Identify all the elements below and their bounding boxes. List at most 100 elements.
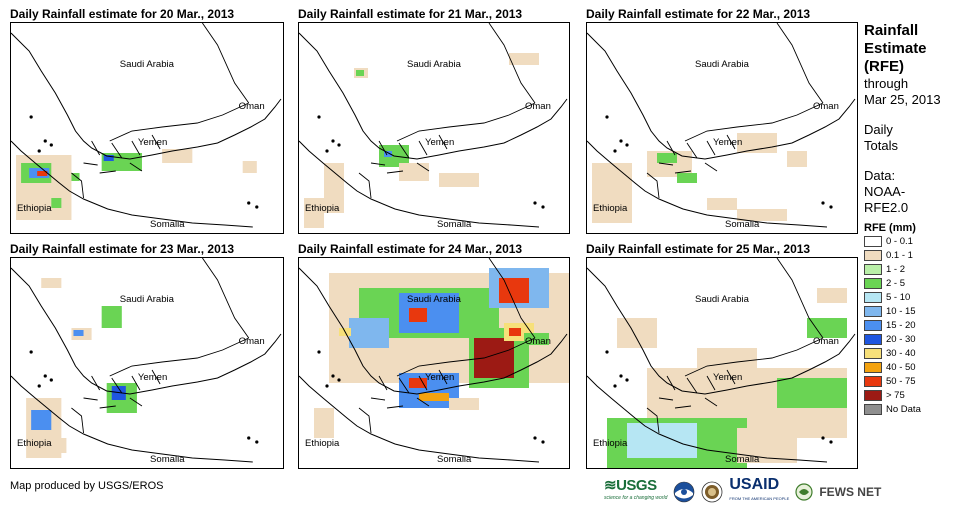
island-marker [43,374,47,378]
country-border [109,337,249,377]
rainfall-area [737,428,797,463]
island-marker [255,205,259,209]
rainfall-area [737,209,787,221]
country-border [83,134,161,174]
legend-label: 2 - 5 [886,277,906,289]
rainfall-area [509,328,521,336]
rainfall-area [399,163,429,181]
country-border [488,23,536,104]
island-marker [541,440,545,444]
rainfall-area [707,198,737,210]
rainfall-area [349,318,389,348]
legend-swatch [864,347,882,359]
island-marker [619,139,623,143]
legend-label: 0.1 - 1 [886,249,913,261]
place-label-saudi: Saudi Arabia [407,294,462,305]
legend-swatch [864,389,882,401]
rainfall-area [41,278,62,288]
island-marker [325,149,329,153]
legend-item: 50 - 75 [864,374,964,388]
country-border [370,369,448,409]
usaid-tagline: FROM THE AMERICAN PEOPLE [729,496,790,501]
island-marker [533,436,537,440]
place-label-yemen: Yemen [425,372,454,383]
legend-item: 40 - 50 [864,360,964,374]
place-label-oman: Oman [239,101,265,112]
doi-seal-icon [701,481,723,503]
island-marker [317,115,321,119]
place-label-ethiopia: Ethiopia [593,203,628,214]
island-marker [325,384,329,388]
island-marker [821,436,825,440]
usaid-logo: USAID FROM THE AMERICAN PEOPLE [729,476,790,506]
sidebar-title: Rainfall Estimate (RFE) [864,22,927,75]
legend-label: 5 - 10 [886,291,911,303]
legend-item: 15 - 20 [864,318,964,332]
coastline [11,140,253,228]
legend-label: > 75 [886,389,905,401]
panel-title: Daily Rainfall estimate for 20 Mar., 201… [10,7,235,21]
place-label-oman: Oman [525,101,551,112]
legend-item: No Data [864,402,964,416]
place-label-ethiopia: Ethiopia [593,438,628,449]
legend-swatch [864,361,882,373]
island-marker [247,436,251,440]
rainfall-area [31,410,52,430]
country-border [776,258,824,339]
rainfall-area [103,155,114,161]
legend: 0 - 0.1 0.1 - 1 1 - 2 2 - 5 5 - 10 10 - 15 15 … [864,234,964,416]
place-label-somalia: Somalia [437,219,472,230]
island-marker [331,139,335,143]
legend-item: 0 - 0.1 [864,234,964,248]
legend-label: 15 - 20 [886,319,916,331]
legend-swatch [864,305,882,317]
rainfall-area [592,163,632,223]
map-canvas: Saudi Arabia Oman Yemen Ethiopia Somalia [11,23,282,230]
island-marker [37,384,41,388]
rainfall-area [162,149,193,163]
country-border [646,407,660,434]
rainfall-area [677,173,697,183]
island-marker [337,143,341,147]
country-border [646,172,660,199]
place-label-ethiopia: Ethiopia [305,203,340,214]
island-marker [49,143,53,147]
legend-item: 20 - 30 [864,332,964,346]
place-label-somalia: Somalia [725,219,760,230]
legend-item: 1 - 2 [864,262,964,276]
panel-title: Daily Rainfall estimate for 22 Mar., 201… [586,7,811,21]
legend-swatch [864,235,882,247]
legend-sidebar: Rainfall Estimate (RFE) through Mar 25, … [864,22,964,416]
island-marker [29,350,33,354]
island-marker [37,149,41,153]
island-marker [49,378,53,382]
place-label-saudi: Saudi Arabia [695,294,750,305]
island-marker [821,201,825,205]
legend-swatch [864,249,882,261]
rainfall-area [524,333,549,345]
legend-label: 1 - 2 [886,263,906,275]
island-marker [255,440,259,444]
rainfall-area [439,173,479,187]
usaid-logo-text: USAID [729,476,780,493]
rainfall-area [737,133,777,153]
country-border [71,407,84,434]
legend-label: 0 - 0.1 [886,235,913,247]
island-marker [619,374,623,378]
island-marker [331,374,335,378]
coastline [587,267,856,395]
coastline [11,32,282,160]
country-border [658,369,736,409]
legend-item: 2 - 5 [864,276,964,290]
rainfall-area [71,173,80,181]
rainfall-area [419,393,449,401]
rainfall-area [73,330,84,336]
map-canvas: Saudi Arabia Oman Yemen Ethiopia Somalia [587,258,856,468]
rainfall-area [449,398,479,410]
sidebar-date: Mar 25, 2013 [864,92,941,107]
place-label-oman: Oman [813,101,839,112]
coastline [299,140,540,228]
legend-label: 40 - 50 [886,361,916,373]
coastline [11,375,253,463]
country-border [396,102,536,142]
